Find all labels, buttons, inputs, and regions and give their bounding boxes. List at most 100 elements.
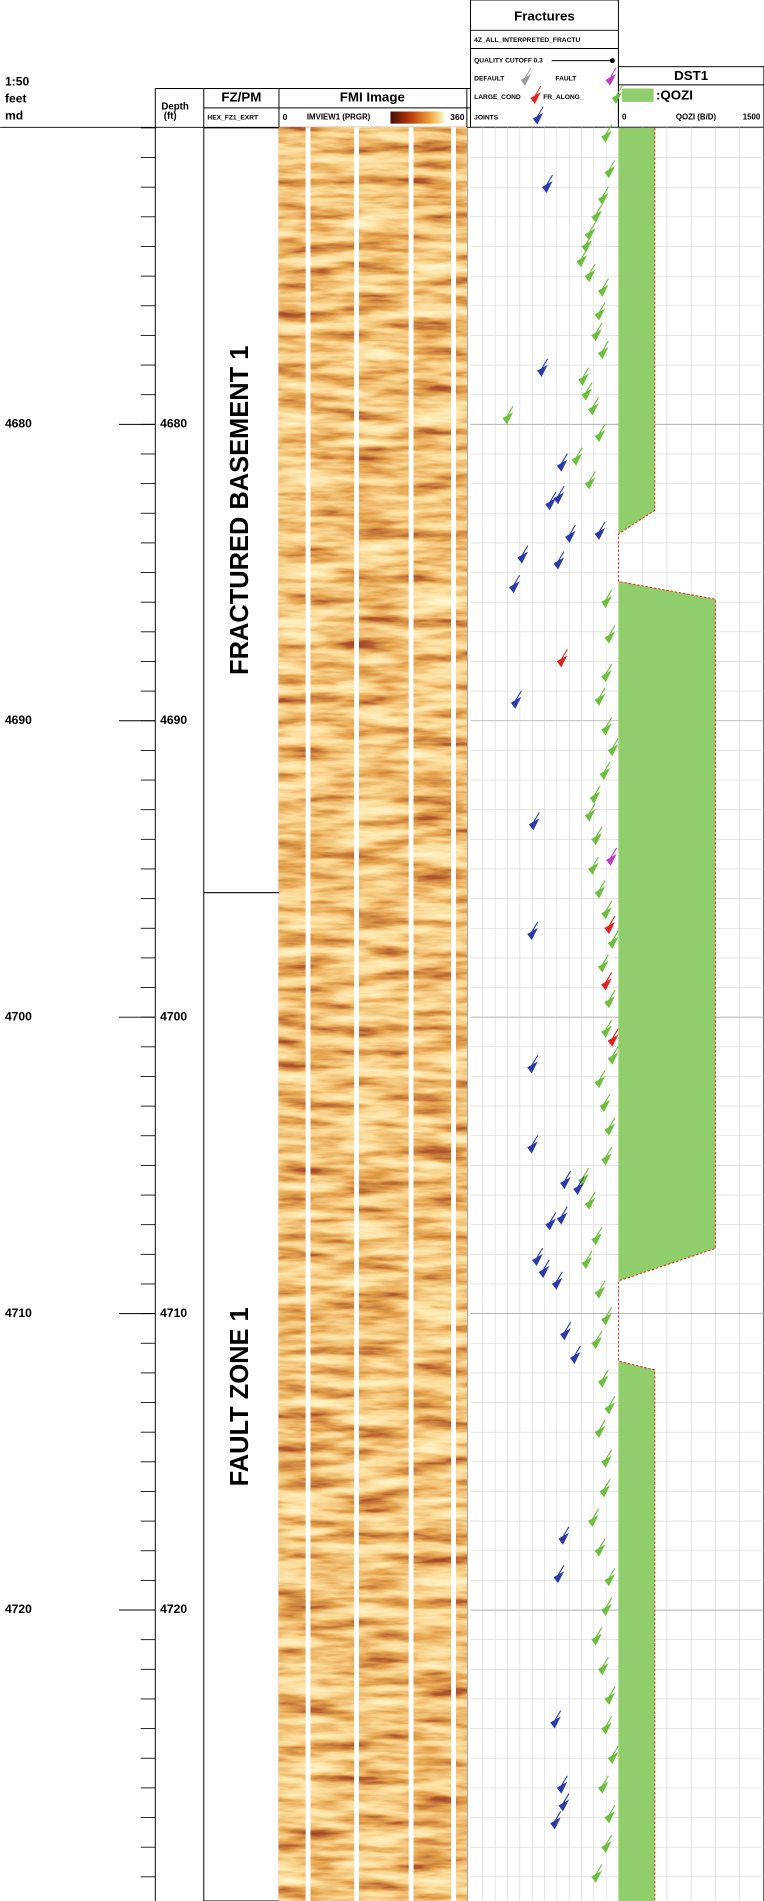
pad-gap <box>305 127 311 1901</box>
fracture-tadpole <box>594 302 606 321</box>
fracture-tadpole <box>606 847 618 866</box>
fracture-tadpole <box>550 1811 562 1830</box>
fracture-tadpole <box>591 1864 603 1883</box>
fracture-tadpole <box>560 1170 572 1190</box>
fracture-tadpole <box>584 471 596 490</box>
zone-curve: HEX_FZ1_EXRT <box>207 114 258 121</box>
color-bar <box>390 111 444 124</box>
fracture-tadpole <box>573 1176 585 1195</box>
fracture-tadpole <box>601 1307 613 1326</box>
fracture-tadpole <box>594 880 606 899</box>
fracture-tadpole <box>604 625 616 644</box>
unit-label: feet <box>5 92 27 106</box>
fracture-tadpole <box>556 1775 568 1794</box>
fracture-tadpole <box>591 204 603 223</box>
fracture-tadpole <box>597 1369 609 1388</box>
fracture-tadpole <box>601 1019 613 1038</box>
fracture-tadpole <box>607 930 619 949</box>
pad-gap <box>451 127 456 1901</box>
fracture-tadpole <box>591 1627 603 1646</box>
legend-marker <box>520 67 532 86</box>
fracture-tadpole <box>560 1321 572 1341</box>
fracture-tadpole <box>509 574 521 594</box>
legend-marker <box>611 85 623 104</box>
fracture-tadpole <box>550 1710 562 1729</box>
fracture-tadpole <box>553 551 565 570</box>
fracture-tadpole <box>601 1597 613 1616</box>
pad-gap <box>354 127 359 1901</box>
image-range-max: 360 <box>450 112 464 122</box>
fracture-track-title: Fractures <box>514 8 575 23</box>
fracture-tadpole <box>601 717 613 736</box>
fracture-tadpole <box>607 1028 619 1047</box>
legend-marker <box>530 85 542 104</box>
depth-label: 4700 <box>160 1009 187 1023</box>
fracture-tadpole <box>588 856 599 875</box>
depth-label: 4730 <box>160 1899 187 1901</box>
fracture-tadpole <box>569 1345 581 1364</box>
depth-label: 4690 <box>5 713 32 727</box>
fracture-tadpole <box>538 1259 550 1278</box>
fracture-tadpole <box>607 1745 619 1765</box>
fracture-tadpole <box>594 521 606 540</box>
fracture-tadpole <box>591 1227 603 1246</box>
fracture-tadpole <box>591 322 603 342</box>
dst-curve: :QOZI <box>656 87 693 102</box>
fracture-tadpole <box>589 785 601 804</box>
fracture-tadpole <box>565 524 576 543</box>
fracture-tadpole <box>594 687 606 706</box>
qozi-line <box>617 127 716 1901</box>
fracture-source: 4Z_ALL_INTERPRETED_FRACTU <box>474 37 580 44</box>
fracture-tadpole <box>553 486 565 505</box>
fracture-tadpole <box>607 737 619 757</box>
fracture-tadpole <box>604 159 616 179</box>
fracture-tadpole <box>597 954 609 973</box>
fracture-tadpole <box>542 174 553 194</box>
fracture-tadpole <box>604 1805 616 1824</box>
fracture-tadpole <box>601 1834 613 1854</box>
dst-title: DST1 <box>674 68 709 83</box>
legend-marker <box>532 106 544 125</box>
fracture-tadpole <box>527 921 539 941</box>
cutoff-label: QUALITY CUTOFF <box>474 57 532 64</box>
fracture-tadpole <box>607 1046 619 1065</box>
fracture-tadpole <box>597 278 609 297</box>
fracture-tadpole <box>553 1565 565 1584</box>
qozi-swatch <box>622 88 654 102</box>
fracture-tadpole <box>558 1526 570 1545</box>
legend-marker <box>605 67 617 86</box>
fracture-tadpole <box>594 1538 606 1557</box>
dst-axis-min: 0 <box>622 113 627 122</box>
fracture-tadpole <box>551 1271 563 1290</box>
fracture-tadpole <box>601 589 613 609</box>
depth-label: 4710 <box>5 1306 32 1320</box>
fracture-tadpole <box>527 1135 539 1154</box>
fracture-tadpole <box>604 1396 616 1415</box>
image-curve: IMVIEW1 (PRGR) <box>307 113 371 122</box>
pad-gap <box>408 127 414 1901</box>
fracture-tadpole <box>545 1212 557 1231</box>
fracture-tadpole <box>594 423 606 443</box>
fracture-tadpole <box>588 397 599 416</box>
fracture-tadpole <box>571 447 583 466</box>
fracture-tadpole <box>599 1479 611 1498</box>
fracture-tadpole <box>601 1716 613 1735</box>
fracture-tadpole <box>601 124 613 143</box>
fracture-tadpole <box>601 972 613 991</box>
legend-label: LARGE_COND <box>474 94 521 101</box>
depth-label: 4730 <box>5 1899 32 1901</box>
scale-label: 1:50 <box>5 75 30 89</box>
fmi-texture <box>280 127 466 1901</box>
fracture-tadpole <box>581 1250 593 1270</box>
fracture-tadpole <box>537 358 549 377</box>
fracture-tadpole <box>581 382 593 401</box>
fracture-tadpole <box>558 1793 570 1812</box>
legend-label: FR_ALONG_ <box>543 94 584 101</box>
depth-label: 4710 <box>160 1306 187 1320</box>
depth-label: 4680 <box>5 417 32 431</box>
qozi-area <box>618 127 716 1901</box>
fracture-tadpole <box>604 1567 616 1587</box>
fracture-tadpole <box>594 1280 606 1299</box>
fracture-tadpole <box>527 1055 539 1074</box>
